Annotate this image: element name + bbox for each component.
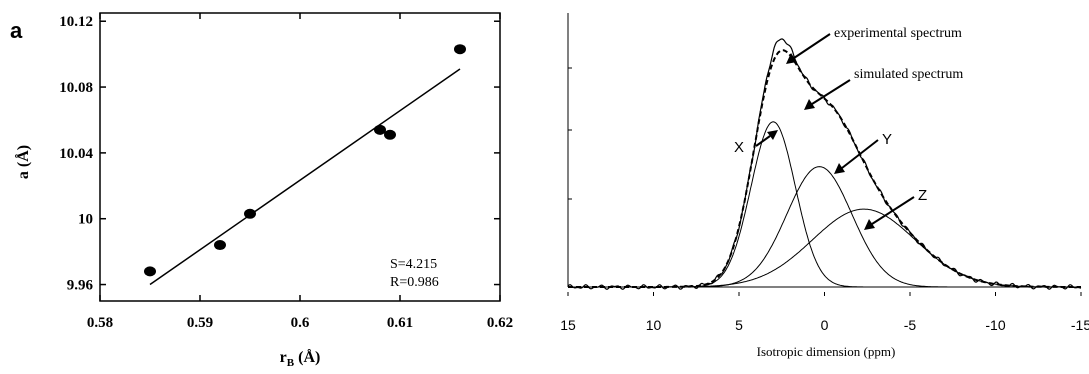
x-axis-label-main: r [280, 349, 287, 366]
spectrum-x-tick-label: 10 [646, 317, 662, 333]
data-point [144, 266, 156, 277]
arrow-z [871, 196, 915, 225]
data-point [454, 44, 466, 55]
label-simulated: simulated spectrum [854, 67, 963, 82]
spectrum-x-ticks: 15 10 5 0 -5 -10 -15 [560, 292, 1089, 333]
spectrum-x-tick-label: -5 [904, 317, 917, 333]
x-axis-label-unit: (Å) [294, 348, 320, 366]
experimental-spectrum [567, 38, 1082, 290]
arrow-experimental [793, 33, 831, 59]
spectrum-y-ticks [568, 67, 572, 288]
spectrum-x-tick-label: 5 [735, 317, 743, 333]
arrow-simulated [811, 79, 851, 105]
spectrum-curves [567, 38, 1082, 290]
scatter-plot-frame [99, 12, 501, 302]
data-point [374, 124, 386, 135]
annotation-r: R=0.986 [390, 275, 439, 290]
x-axis-label: rB (Å) [280, 348, 321, 369]
fit-line-group [149, 68, 461, 286]
annotation-arrows [755, 33, 915, 230]
annotation-s: S=4.215 [390, 257, 437, 272]
y-tick-label: 9.96 [67, 278, 94, 294]
label-x: X [734, 139, 744, 156]
arrow-y [841, 139, 879, 169]
x-tick-label: 0.58 [87, 315, 113, 331]
scatter-points [144, 44, 466, 277]
data-point [214, 240, 226, 251]
panel-label: a [10, 18, 23, 43]
fit-line [149, 68, 461, 286]
y-tick-label: 10.12 [59, 14, 93, 30]
x-tick-label: 0.61 [387, 315, 413, 331]
spectrum-x-axis-label: Isotropic dimension (ppm) [757, 344, 896, 359]
spectrum-x-tick-label: 15 [560, 317, 576, 333]
label-y: Y [882, 131, 892, 148]
label-experimental: experimental spectrum [834, 26, 962, 41]
x-tick-label: 0.62 [487, 315, 513, 331]
y-tick-label: 10.08 [59, 80, 93, 96]
arrow-y-head [834, 163, 845, 174]
arrow-x [755, 135, 771, 147]
x-axis-label-sub: B [287, 357, 295, 369]
arrow-experimental-head [786, 53, 797, 64]
component-y [568, 166, 1081, 288]
y-axis-label: a (Å) [14, 145, 32, 179]
y-tick-label: 10.04 [59, 146, 93, 162]
y-axis-ticks: 9.96 10 10.04 10.08 10.12 [59, 14, 500, 294]
arrow-x-head [767, 130, 778, 140]
arrow-z-head [864, 219, 875, 230]
data-point [384, 129, 396, 140]
spectrum-x-tick-label: -10 [985, 317, 1005, 333]
simulated-spectrum [568, 49, 1081, 288]
component-x [568, 121, 1081, 288]
spectrum-x-tick-label: -15 [1071, 317, 1089, 333]
spectrum-panel: 15 10 5 0 -5 -10 -15 Isotropic dimension (ppm)… [560, 13, 1089, 359]
x-axis-ticks: 0.58 0.59 0.6 0.61 0.62 [87, 13, 513, 331]
label-z: Z [918, 187, 927, 204]
x-tick-label: 0.6 [291, 315, 310, 331]
arrow-simulated-head [804, 99, 815, 110]
y-tick-label: 10 [78, 212, 93, 228]
component-z [568, 208, 1081, 288]
spectrum-x-tick-label: 0 [821, 317, 829, 333]
data-point [244, 208, 256, 219]
x-tick-label: 0.59 [187, 315, 213, 331]
